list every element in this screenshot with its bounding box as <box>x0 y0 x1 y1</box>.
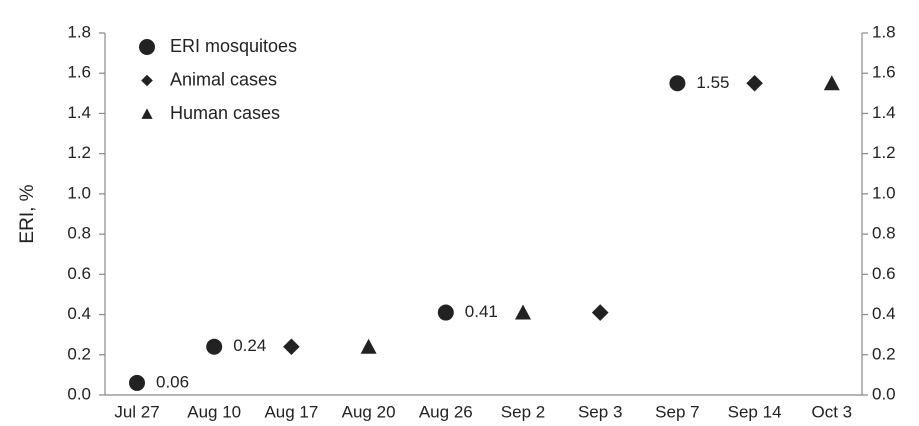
x-tick-label: Aug 17 <box>264 402 318 421</box>
data-label: 0.41 <box>465 302 498 321</box>
y-axis-label: ERI, % <box>17 184 38 243</box>
point <box>438 305 454 321</box>
point <box>591 304 609 322</box>
point <box>669 75 685 91</box>
y2-tick-label: 0.8 <box>872 224 896 243</box>
y-tick-label: 0.0 <box>67 384 91 403</box>
x-tick-label: Sep 2 <box>501 402 545 421</box>
y-tick-label: 1.6 <box>67 63 91 82</box>
y2-tick-label: 1.8 <box>872 22 896 41</box>
y2-tick-label: 1.2 <box>872 143 896 162</box>
y-tick-label: 0.6 <box>67 264 91 283</box>
point <box>129 375 145 391</box>
y-tick-label: 0.2 <box>67 344 91 363</box>
y2-tick-label: 0.4 <box>872 304 896 323</box>
legend-marker <box>139 39 155 55</box>
data-label: 0.24 <box>233 336 266 355</box>
point <box>282 338 300 356</box>
point <box>746 74 764 92</box>
y-tick-label: 1.2 <box>67 143 91 162</box>
point <box>515 305 531 320</box>
legend-label: ERI mosquitoes <box>170 36 297 56</box>
legend-marker <box>141 108 152 119</box>
x-tick-label: Oct 3 <box>811 402 852 421</box>
data-label: 1.55 <box>696 73 729 92</box>
legend-label: Human cases <box>170 103 280 123</box>
y-tick-label: 0.4 <box>67 304 91 323</box>
x-tick-label: Aug 20 <box>342 402 396 421</box>
y2-tick-label: 1.4 <box>872 103 896 122</box>
x-tick-label: Aug 10 <box>187 402 241 421</box>
chart: ERI, % 0.0 0.2 0.4 0.6 0.8 1.0 1.2 1.4 1.6 1.8 0.0… <box>0 0 919 426</box>
point <box>824 75 840 90</box>
point <box>361 339 377 354</box>
y2-tick-label: 0.0 <box>872 384 896 403</box>
legend-marker <box>141 74 154 87</box>
point <box>206 339 222 355</box>
y2-tick-label: 1.6 <box>872 63 896 82</box>
y-tick-label: 1.4 <box>67 103 91 122</box>
x-tick-label: Aug 26 <box>419 402 473 421</box>
x-tick-label: Jul 27 <box>114 402 159 421</box>
data-label: 0.06 <box>156 372 189 391</box>
y2-tick-label: 1.0 <box>872 183 896 202</box>
y-tick-label: 1.0 <box>67 183 91 202</box>
y2-tick-label: 0.2 <box>872 344 896 363</box>
x-tick-label: Sep 14 <box>728 402 782 421</box>
x-tick-label: Sep 7 <box>655 402 699 421</box>
y2-tick-label: 0.6 <box>872 264 896 283</box>
y-tick-label: 1.8 <box>67 22 91 41</box>
y-tick-label: 0.8 <box>67 224 91 243</box>
x-tick-label: Sep 3 <box>578 402 622 421</box>
page: {"chart_data": {"type": "scatter", "y_la… <box>0 0 919 426</box>
legend-label: Animal cases <box>170 69 277 89</box>
